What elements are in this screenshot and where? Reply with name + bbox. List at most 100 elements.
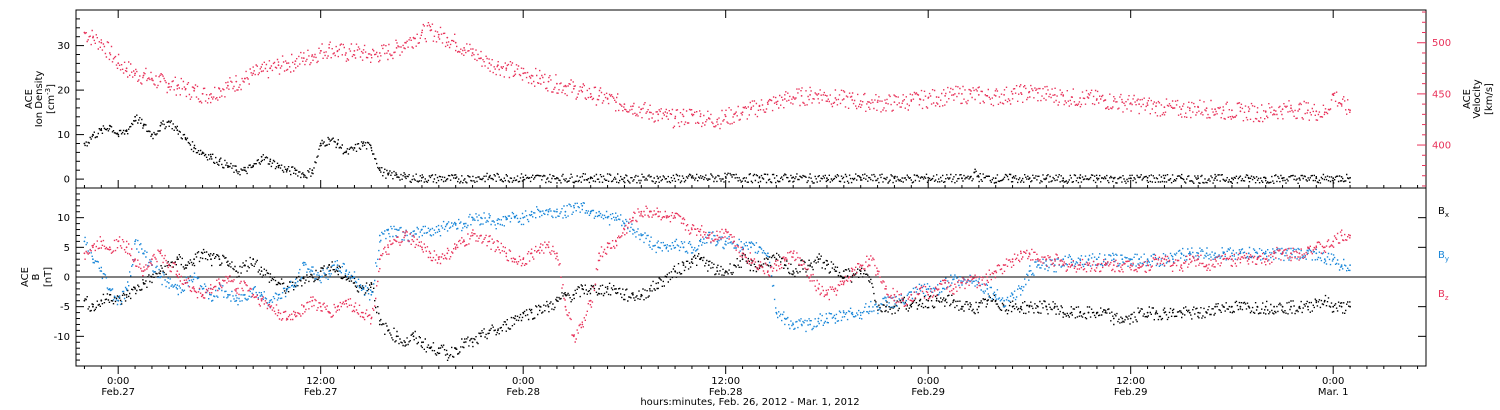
- data-point: [665, 115, 668, 118]
- data-point: [1197, 106, 1200, 109]
- data-point: [480, 57, 482, 59]
- data-point: [1315, 110, 1318, 113]
- y-tick-label-bottom: 10: [57, 213, 70, 224]
- y-tick-label-bottom: -5: [60, 302, 70, 313]
- data-point: [1273, 252, 1275, 255]
- data-point: [1096, 98, 1098, 100]
- data-point: [269, 160, 271, 163]
- data-point: [1020, 252, 1022, 255]
- data-point: [691, 176, 693, 179]
- data-point: [648, 111, 651, 114]
- data-point: [1163, 106, 1166, 109]
- data-point: [134, 240, 137, 243]
- data-point: [1138, 103, 1140, 105]
- data-point: [598, 210, 600, 213]
- data-point: [935, 96, 938, 98]
- data-point: [488, 176, 491, 178]
- data-point: [893, 293, 896, 296]
- data-point: [1028, 252, 1031, 255]
- data-point: [302, 57, 305, 59]
- data-point: [370, 317, 373, 320]
- data-point: [1138, 311, 1140, 314]
- data-point: [1247, 110, 1250, 113]
- data-point: [513, 317, 516, 320]
- data-point: [733, 113, 735, 116]
- data-point: [1180, 108, 1183, 111]
- data-point: [421, 176, 423, 179]
- data-point: [826, 264, 828, 266]
- data-point: [1239, 305, 1242, 308]
- data-point: [1028, 90, 1031, 93]
- data-point: [505, 252, 508, 255]
- data-point: [1155, 311, 1157, 314]
- data-point: [193, 288, 196, 290]
- data-point: [809, 323, 811, 326]
- data-point: [378, 323, 381, 326]
- data-point: [125, 129, 128, 132]
- data-point: [556, 82, 558, 85]
- data-point: [851, 311, 854, 314]
- data-point: [454, 347, 457, 350]
- data-point: [716, 270, 719, 272]
- y-axis-title-left-line1: ACE: [24, 89, 35, 109]
- data-point: [471, 216, 474, 219]
- data-point: [159, 124, 162, 127]
- data-point: [311, 276, 314, 278]
- data-point: [1188, 252, 1191, 255]
- data-point: [83, 299, 86, 302]
- data-point: [345, 299, 347, 302]
- data-point: [1307, 305, 1309, 308]
- data-point: [1197, 177, 1200, 180]
- data-point: [1180, 311, 1183, 314]
- data-point: [572, 335, 575, 338]
- data-point: [362, 311, 364, 314]
- data-point: [260, 155, 263, 158]
- data-point: [252, 164, 255, 167]
- data-point: [429, 228, 432, 231]
- data-point: [1231, 258, 1233, 261]
- data-point: [556, 252, 558, 255]
- data-point: [412, 335, 415, 338]
- data-point: [994, 95, 997, 97]
- data-point: [986, 288, 989, 290]
- data-point: [404, 41, 406, 44]
- data-point: [1087, 258, 1090, 261]
- data-point: [775, 311, 778, 314]
- data-point: [952, 288, 955, 290]
- data-point: [682, 246, 685, 249]
- series-marks-bz: [84, 205, 1351, 343]
- data-point: [885, 288, 887, 290]
- data-point: [92, 258, 94, 261]
- data-point: [437, 228, 440, 231]
- data-point: [1062, 264, 1065, 266]
- data-point: [353, 282, 356, 284]
- data-point: [961, 93, 963, 95]
- y-axis-title-left: ACE Ion Density [cm-3]: [24, 71, 57, 128]
- data-point: [463, 341, 465, 344]
- data-point: [1256, 305, 1259, 308]
- data-point: [682, 222, 685, 225]
- data-point: [539, 210, 541, 213]
- data-point: [1349, 305, 1351, 308]
- data-point: [876, 305, 879, 308]
- data-point: [632, 228, 634, 231]
- data-point: [851, 99, 854, 101]
- data-point: [657, 177, 660, 180]
- data-point: [859, 100, 862, 102]
- data-point: [1037, 264, 1039, 266]
- data-point: [294, 311, 297, 314]
- data-point: [665, 246, 668, 249]
- data-point: [1197, 258, 1200, 261]
- data-point: [623, 293, 626, 296]
- data-point: [83, 142, 86, 145]
- data-point: [918, 288, 921, 290]
- data-point: [1155, 258, 1157, 261]
- data-point: [378, 52, 381, 54]
- data-point: [977, 305, 980, 308]
- data-point: [429, 252, 432, 255]
- data-point: [1247, 258, 1250, 261]
- data-point: [564, 210, 567, 213]
- data-point: [1138, 258, 1140, 261]
- data-point: [539, 77, 541, 80]
- data-point: [227, 164, 229, 167]
